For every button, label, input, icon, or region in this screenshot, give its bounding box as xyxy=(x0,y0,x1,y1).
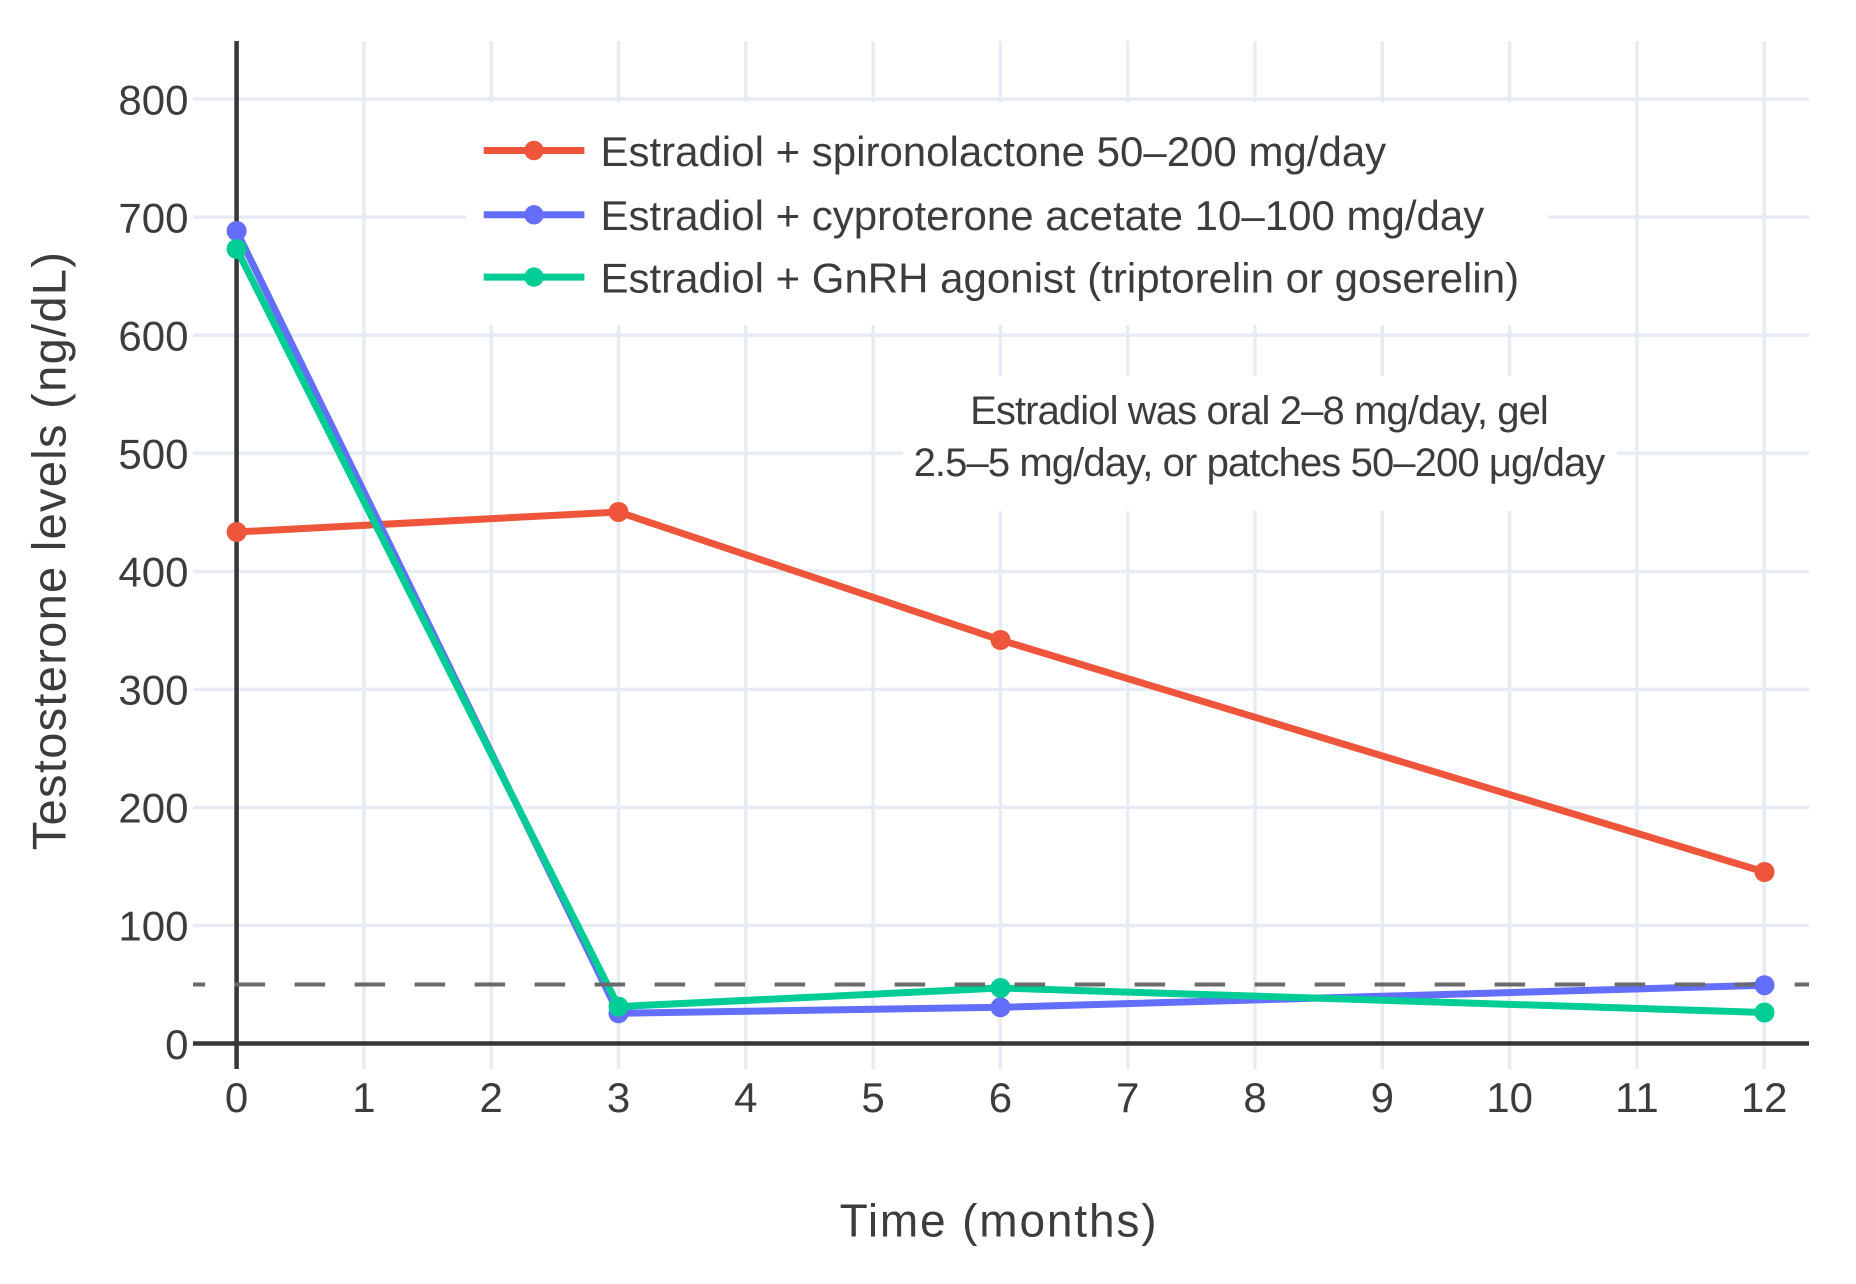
svg-text:0: 0 xyxy=(165,1021,188,1068)
svg-text:Estradiol + cyproterone acetat: Estradiol + cyproterone acetate 10–100 m… xyxy=(601,192,1485,239)
svg-text:8: 8 xyxy=(1243,1074,1266,1121)
svg-text:400: 400 xyxy=(118,549,188,596)
svg-text:10: 10 xyxy=(1486,1074,1533,1121)
svg-text:Testosterone levels (ng/dL): Testosterone levels (ng/dL) xyxy=(22,251,75,850)
svg-text:3: 3 xyxy=(607,1074,630,1121)
svg-text:500: 500 xyxy=(118,431,188,478)
svg-text:4: 4 xyxy=(734,1074,757,1121)
svg-text:0: 0 xyxy=(225,1074,248,1121)
svg-text:Time (months): Time (months) xyxy=(840,1194,1159,1246)
svg-text:9: 9 xyxy=(1371,1074,1394,1121)
svg-text:700: 700 xyxy=(118,194,188,241)
svg-text:Estradiol + spironolactone 50–: Estradiol + spironolactone 50–200 mg/day xyxy=(601,128,1387,175)
svg-text:2: 2 xyxy=(480,1074,503,1121)
svg-text:Estradiol was oral 2–8 mg/day,: Estradiol was oral 2–8 mg/day, gel xyxy=(970,389,1548,433)
svg-text:6: 6 xyxy=(989,1074,1012,1121)
svg-text:11: 11 xyxy=(1615,1074,1659,1121)
svg-text:2.5–5 mg/day, or patches 50–20: 2.5–5 mg/day, or patches 50–200 μg/day xyxy=(914,441,1606,485)
svg-text:200: 200 xyxy=(118,785,188,832)
svg-text:12: 12 xyxy=(1741,1074,1788,1121)
svg-text:7: 7 xyxy=(1116,1074,1139,1121)
svg-text:300: 300 xyxy=(118,667,188,714)
svg-text:100: 100 xyxy=(118,903,188,950)
svg-text:1: 1 xyxy=(352,1074,375,1121)
svg-text:800: 800 xyxy=(118,76,188,123)
svg-text:600: 600 xyxy=(118,313,188,360)
svg-text:Estradiol + GnRH agonist (trip: Estradiol + GnRH agonist (triptorelin or… xyxy=(601,254,1520,301)
svg-text:5: 5 xyxy=(861,1074,884,1121)
